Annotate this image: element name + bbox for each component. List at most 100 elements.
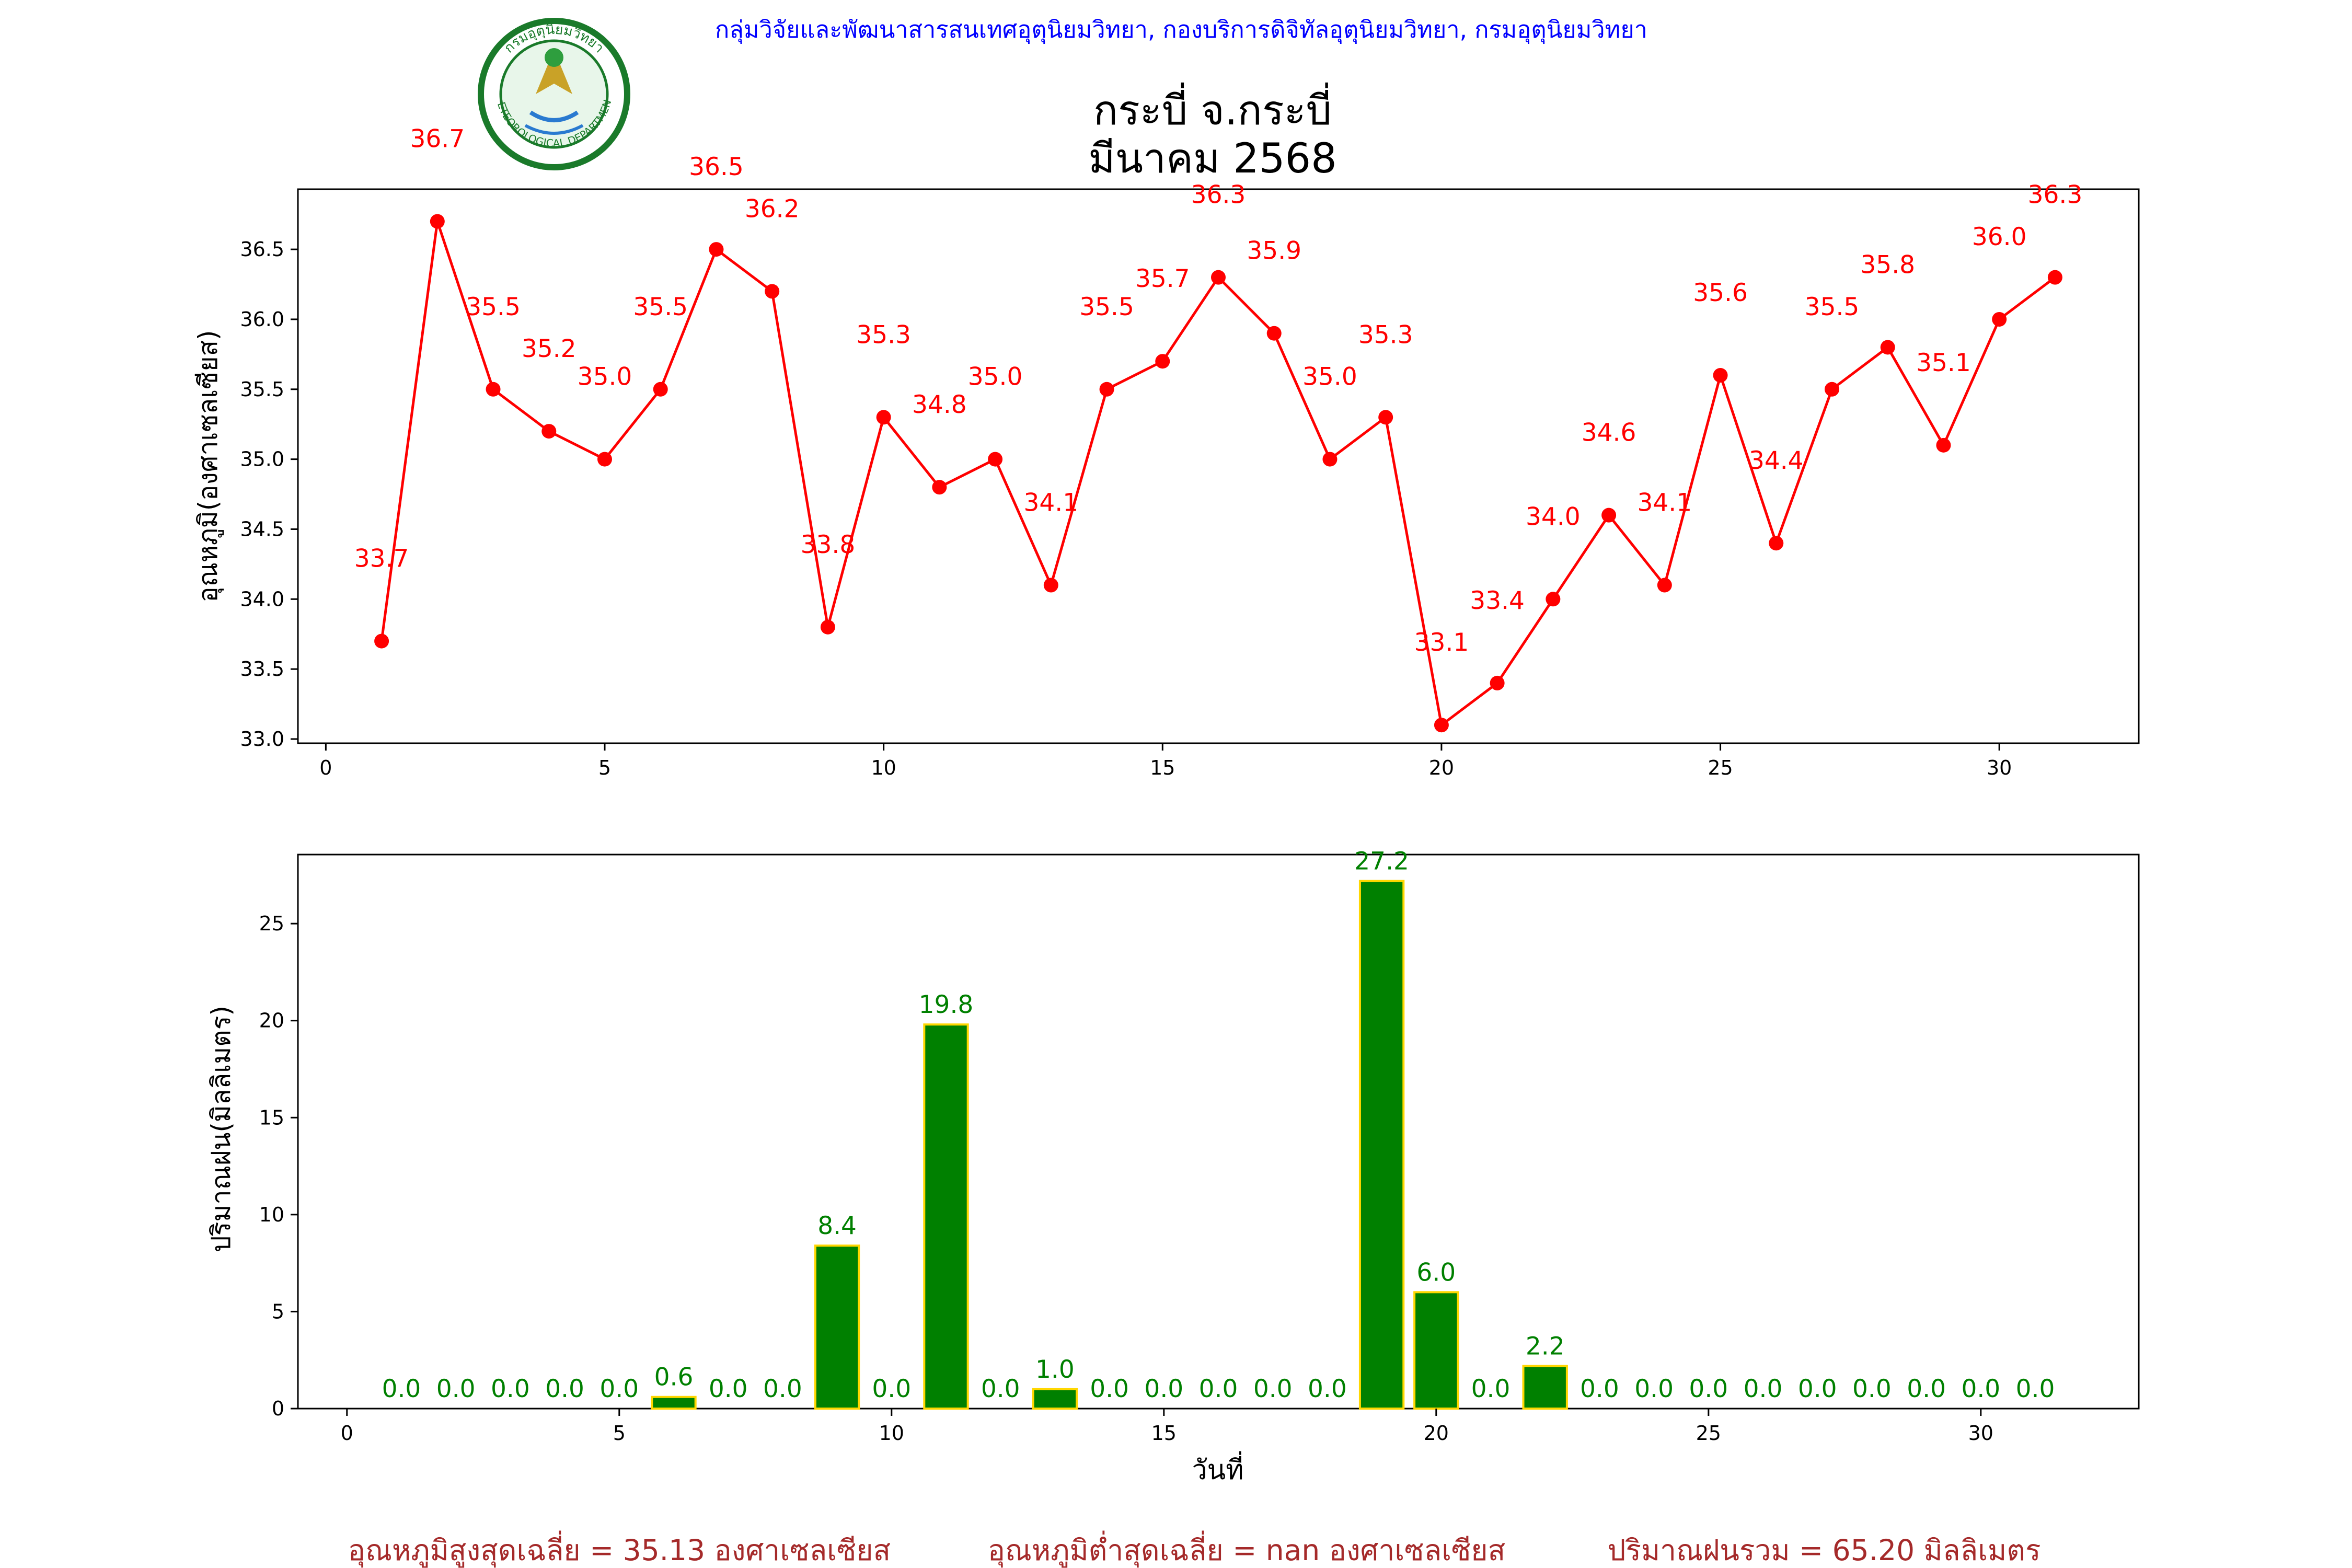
x-tick-label: 15 — [1151, 1422, 1177, 1445]
rainfall-y-axis-label: ปริมาณฝน(มิลลิเมตร) — [206, 1006, 236, 1252]
temperature-data-label: 35.5 — [466, 293, 521, 321]
temperature-point — [988, 452, 1003, 467]
temperature-point — [374, 633, 389, 649]
rainfall-data-label: 0.0 — [1634, 1375, 1674, 1403]
temperature-data-label: 35.8 — [1860, 250, 1915, 279]
rainfall-data-label: 8.4 — [817, 1212, 857, 1240]
y-tick-label: 10 — [259, 1203, 284, 1226]
temperature-point — [1713, 368, 1728, 383]
y-tick-label: 20 — [259, 1009, 284, 1032]
footer-total-rainfall: ปริมาณฝนรวม = 65.20 มิลลิเมตร — [1607, 1534, 2040, 1567]
y-tick-label: 15 — [259, 1106, 284, 1129]
y-tick-label: 0 — [272, 1397, 284, 1420]
x-tick-label: 10 — [879, 1422, 904, 1445]
temperature-data-label: 35.2 — [522, 335, 577, 363]
rainfall-data-label: 0.0 — [872, 1375, 911, 1403]
rainfall-data-label: 2.2 — [1526, 1332, 1565, 1361]
rainfall-x-axis-label: วันที่ — [1192, 1451, 1243, 1486]
y-tick-label: 35.0 — [240, 448, 284, 471]
rainfall-data-label: 0.0 — [1253, 1375, 1293, 1403]
rainfall-data-label: 0.0 — [545, 1375, 584, 1403]
temperature-point — [932, 480, 947, 495]
rainfall-data-label: 0.0 — [1689, 1375, 1728, 1403]
temperature-point — [1769, 536, 1784, 551]
temperature-point — [1657, 578, 1672, 593]
rainfall-data-label: 0.0 — [599, 1375, 639, 1403]
temperature-point — [1490, 675, 1505, 690]
temperature-data-label: 35.3 — [1358, 320, 1413, 349]
x-tick-label: 20 — [1424, 1422, 1449, 1445]
temperature-point — [653, 382, 668, 397]
x-tick-label: 10 — [871, 756, 896, 779]
rainfall-bar — [814, 1244, 860, 1410]
rainfall-data-label: 0.0 — [1199, 1375, 1238, 1403]
chart-title-period: มีนาคม 2568 — [1088, 135, 1336, 182]
temperature-data-label: 35.9 — [1247, 237, 1301, 266]
temperature-point — [1266, 326, 1282, 341]
rainfall-data-label: 0.0 — [1961, 1375, 2000, 1403]
x-tick-label: 5 — [613, 1422, 626, 1445]
temperature-point — [1378, 410, 1393, 425]
temperature-data-label: 36.2 — [745, 194, 800, 223]
y-tick-label: 35.5 — [240, 378, 284, 401]
temperature-data-label: 36.3 — [2028, 181, 2083, 210]
rainfall-data-label: 0.0 — [709, 1375, 748, 1403]
temperature-data-label: 34.4 — [1749, 446, 1804, 475]
rainfall-plot-area — [297, 854, 2140, 1410]
rainfall-data-label: 0.0 — [1852, 1375, 1892, 1403]
rainfall-data-label: 0.0 — [1144, 1375, 1183, 1403]
rainfall-data-label: 0.0 — [382, 1375, 421, 1403]
temperature-data-label: 34.6 — [1582, 419, 1636, 447]
y-tick-label: 33.5 — [240, 658, 284, 681]
y-tick-label: 5 — [272, 1300, 284, 1323]
rainfall-data-label: 19.8 — [919, 990, 974, 1019]
temperature-point — [541, 424, 557, 439]
temperature-data-label: 35.3 — [856, 320, 911, 349]
y-tick-label: 34.5 — [240, 517, 284, 540]
x-tick-label: 20 — [1429, 756, 1454, 779]
temperature-data-label: 34.0 — [1526, 502, 1581, 531]
y-tick-label: 36.5 — [240, 238, 284, 261]
temperature-data-label: 35.5 — [1079, 293, 1134, 321]
temperature-data-label: 36.3 — [1191, 181, 1246, 210]
temperature-point — [1992, 312, 2007, 327]
x-tick-label: 0 — [341, 1422, 353, 1445]
rainfall-data-label: 0.0 — [1580, 1375, 1619, 1403]
x-tick-label: 30 — [1968, 1422, 1993, 1445]
temperature-data-label: 33.7 — [354, 545, 409, 573]
temperature-data-label: 36.5 — [689, 153, 744, 181]
temperature-data-label: 36.0 — [1972, 223, 2027, 251]
temperature-point — [1322, 452, 1338, 467]
x-tick-label: 15 — [1150, 756, 1175, 779]
x-tick-label: 25 — [1696, 1422, 1721, 1445]
temperature-data-label: 33.4 — [1470, 586, 1525, 615]
temperature-point — [1825, 382, 1839, 397]
temperature-point — [430, 214, 445, 229]
temperature-point — [1546, 592, 1561, 607]
temperature-point — [709, 242, 724, 257]
temperature-point — [1434, 718, 1449, 733]
temperature-data-label: 33.8 — [801, 531, 856, 559]
rainfall-data-label: 0.0 — [1798, 1375, 1837, 1403]
rainfall-data-label: 0.0 — [763, 1375, 802, 1403]
rainfall-bar — [651, 1396, 697, 1410]
x-tick-label: 25 — [1708, 756, 1733, 779]
temperature-point — [486, 382, 501, 397]
temperature-data-label: 35.0 — [1302, 363, 1357, 391]
temperature-point — [765, 284, 780, 299]
rainfall-data-label: 0.0 — [1471, 1375, 1511, 1403]
x-tick-label: 0 — [319, 756, 332, 779]
footer-avg-min-temp: อุณหภูมิต่ำสุดเฉลี่ย = nan องศาเซลเซียส — [988, 1530, 1505, 1568]
temperature-point — [876, 410, 891, 425]
temperature-data-label: 35.5 — [1805, 293, 1860, 321]
rainfall-data-label: 0.0 — [1308, 1375, 1347, 1403]
rainfall-data-label: 0.0 — [981, 1375, 1020, 1403]
rainfall-data-label: 0.0 — [1907, 1375, 1946, 1403]
rainfall-data-label: 27.2 — [1354, 847, 1409, 875]
rainfall-data-label: 0.0 — [1090, 1375, 1129, 1403]
temperature-point — [597, 452, 612, 467]
temperature-point — [1936, 437, 1951, 453]
rainfall-bar — [1032, 1388, 1078, 1410]
temperature-data-label: 35.1 — [1916, 349, 1971, 377]
temperature-point — [1601, 508, 1617, 523]
